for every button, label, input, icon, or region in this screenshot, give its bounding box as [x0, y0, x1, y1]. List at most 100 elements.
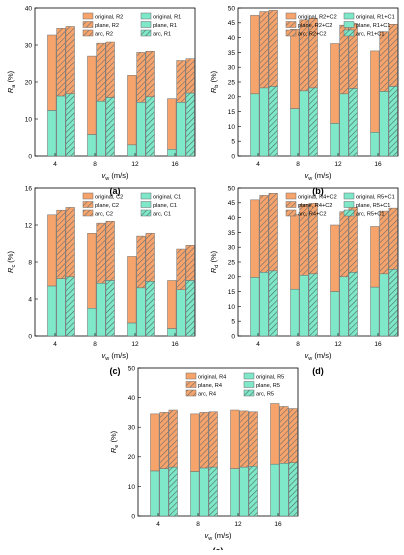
bar-segment-arc-lower — [288, 462, 298, 517]
legend-entry: original, R5 — [256, 374, 284, 380]
legend-entry: arc, R4 — [198, 391, 216, 397]
bar-segment-arc-lower — [268, 86, 278, 157]
panel-label: (a) — [110, 186, 121, 196]
bar-segment-plane-lower — [279, 463, 289, 517]
x-tick-label: 12 — [234, 521, 242, 528]
legend-swatch — [285, 29, 297, 37]
bar-segment-original-lower — [330, 123, 340, 157]
legend-entry: original, R5+C1 — [356, 194, 395, 200]
legend-swatch — [343, 201, 355, 208]
y-tick-label: 8 — [28, 259, 32, 266]
legend-entry: original, C1 — [153, 194, 181, 200]
y-tick-label: 10 — [128, 484, 136, 491]
legend-entry: arc, R1+C1 — [356, 31, 384, 37]
legend-entry: original, R2+C2 — [298, 14, 337, 20]
legend-entry: plane, R2+C2 — [298, 23, 332, 29]
bar-segment-original-upper — [190, 413, 200, 472]
bar-segment-plane-upper — [379, 210, 389, 275]
bar-segment-plane-lower — [136, 287, 146, 337]
y-tick-label: 45 — [228, 20, 236, 27]
x-tick-label: 12 — [334, 341, 342, 348]
legend-swatch — [243, 389, 255, 397]
x-tick-label: 16 — [374, 161, 382, 168]
legend-entry: plane, R4+C2 — [298, 203, 332, 209]
bar-segment-original-upper — [250, 199, 260, 278]
y-tick-label: 10 — [228, 124, 236, 131]
y-tick-label: 15 — [228, 289, 236, 296]
y-tick-label: 40 — [228, 35, 236, 42]
legend-swatch — [243, 372, 255, 380]
bar-segment-arc-lower — [105, 97, 115, 157]
bar-segment-original-lower — [250, 93, 260, 157]
bar-segment-original-upper — [167, 98, 177, 150]
bar-segment-original-lower — [127, 322, 137, 337]
y-tick-label: 5 — [231, 139, 235, 146]
legend-entry: original, C2 — [95, 194, 123, 200]
y-tick-label: 20 — [25, 79, 33, 86]
y-axis-label-group: Ra (%) — [6, 70, 17, 93]
x-tick-label: 4 — [156, 521, 160, 528]
bar-segment-plane-lower — [239, 466, 249, 517]
bar-segment-original-lower — [290, 288, 300, 337]
chart-panel: 0 5 10 15 20 25 30 35 40 45 50 Rd (%) 4 8 12 16 vw (m/s)… — [209, 185, 399, 376]
bar-segment-original-upper — [230, 409, 240, 469]
bar-segment-original-upper — [290, 214, 300, 290]
bar-segment-arc-upper — [268, 10, 278, 87]
bar-segment-original-lower — [370, 286, 380, 337]
y-tick-label: 10 — [25, 116, 33, 123]
x-tick-label: 16 — [274, 521, 282, 528]
legend-entry: plane, R4 — [198, 383, 222, 389]
legend-entry: arc, R5 — [256, 391, 274, 397]
y-tick-label: 50 — [228, 185, 236, 192]
bar-segment-plane-upper — [96, 42, 106, 102]
bar-segment-arc-upper — [105, 221, 115, 281]
y-tick-label: 50 — [128, 365, 136, 372]
bar-segment-plane-lower — [339, 276, 349, 337]
y-tick-label: 30 — [25, 42, 33, 49]
bar-segment-plane-upper — [259, 195, 269, 273]
bar-segment-original-lower — [290, 108, 300, 157]
x-axis-label: vw (m/s) — [102, 171, 129, 182]
legend-swatch — [140, 29, 152, 37]
legend-swatch — [82, 29, 94, 37]
bar-segment-plane-upper — [159, 412, 169, 469]
bar-segment-plane-lower — [159, 468, 169, 517]
y-axis-label: Rb (%) — [209, 70, 220, 93]
legend-entry: arc, R4+C2 — [298, 211, 326, 217]
y-tick-label: 0 — [231, 333, 235, 340]
x-tick-label: 4 — [256, 161, 260, 168]
bar-segment-plane-lower — [299, 275, 309, 337]
bar-segment-original-lower — [370, 132, 380, 157]
legend: original, R4 original, R5 plane, R4 plane, … — [185, 372, 284, 397]
bar-segment-arc-upper — [388, 207, 398, 270]
legend-swatch — [82, 192, 94, 200]
legend-swatch — [185, 389, 197, 397]
y-axis-label: Rd (%) — [209, 250, 220, 273]
bar-segment-plane-lower — [379, 91, 389, 157]
bar-segment-arc-upper — [208, 411, 218, 468]
y-axis-label: Rc (%) — [6, 251, 17, 273]
y-tick-label: 12 — [25, 222, 33, 229]
legend-swatch — [285, 201, 297, 208]
legend-swatch — [140, 209, 152, 217]
x-tick-label: 16 — [374, 341, 382, 348]
bar-segment-original-upper — [370, 226, 380, 288]
bar-segment-original-upper — [270, 403, 280, 465]
bar-segment-arc-lower — [145, 281, 155, 337]
bar-segment-original-lower — [190, 471, 200, 517]
legend-entry: plane, R5 — [256, 383, 280, 389]
legend-swatch — [285, 209, 297, 217]
bar-segment-arc-lower — [308, 87, 318, 157]
bar-segment-original-upper — [87, 233, 97, 309]
y-tick-label: 25 — [228, 79, 236, 86]
bar-segment-plane-upper — [96, 222, 106, 284]
y-tick-label: 0 — [28, 153, 32, 160]
y-tick-label: 0 — [131, 513, 135, 520]
legend-swatch — [140, 21, 152, 28]
bar-segment-arc-lower — [105, 280, 115, 337]
bar-segment-arc-lower — [185, 92, 195, 157]
legend-swatch — [140, 201, 152, 208]
y-tick-label: 25 — [228, 259, 236, 266]
x-tick-label: 8 — [93, 161, 97, 168]
y-tick-label: 0 — [28, 333, 32, 340]
